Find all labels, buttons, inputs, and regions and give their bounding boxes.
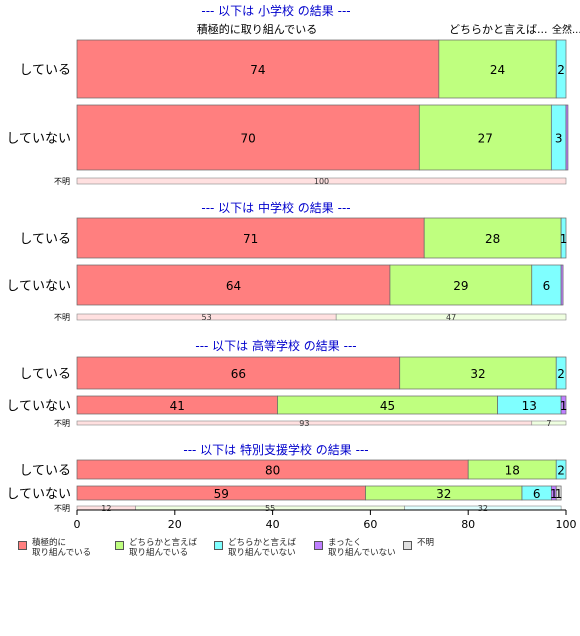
unknown-row-label: 不明 [54,313,70,322]
legend-swatch-somewhat [115,541,124,550]
bar-value-label: 13 [522,399,537,413]
bar-segment [555,459,567,480]
row-label: している [19,464,71,479]
bar-value-label: 18 [505,464,520,478]
bar-value-label: 1 [560,399,568,413]
unknown-value-label: 53 [201,313,211,322]
legend-label: どちらかと言えば 取り組んでいない [228,538,297,558]
unknown-row-label: 不明 [54,177,70,186]
bar-segment [389,264,533,306]
bar-value-label: 32 [470,367,485,381]
bar-segment [560,395,567,415]
bar-value-label: 1 [560,232,568,246]
x-axis-tick-label: 100 [556,518,577,531]
bar-value-label: 70 [241,132,256,146]
unknown-value-label: 47 [446,313,456,322]
bar-segment [560,217,567,259]
unknown-value-label: 93 [299,419,309,428]
unknown-row-label: 不明 [54,504,70,513]
legend-label: まったく 取り組んでいない [328,538,396,558]
bar-value-label: 28 [485,232,500,246]
bar-value-label: 41 [170,399,185,413]
bar-value-label: 24 [490,63,505,77]
legend-item-not-at-all: まったく 取り組んでいない [314,538,396,558]
legend-swatch-unknown [403,541,412,550]
annotation-left: 積極的に取り組んでいる [197,22,317,36]
bar-value-label: 74 [250,63,265,77]
bar-segment [555,356,567,390]
unknown-segment [76,177,567,185]
bar-value-label: 59 [214,487,229,501]
panel-title: --- 以下は 特別支援学校 の結果 --- [183,442,368,457]
row-label: している [19,367,71,382]
bar-segment [76,264,391,306]
bar-value-label: 2 [557,367,565,381]
legend-swatch-somewhat-not [214,541,223,550]
x-axis-tick-label: 60 [363,518,377,531]
bar-segment [560,264,564,306]
bar-value-label: 27 [478,132,493,146]
x-axis-tick-label: 20 [168,518,182,531]
bar-segment [76,39,440,99]
bar-value-label: 64 [226,279,241,293]
bar-segment [76,217,425,259]
bar-segment [76,104,420,171]
legend-label: 不明 [417,538,435,548]
bar-value-label: 2 [557,464,565,478]
bar-value-label: 66 [231,367,246,381]
unknown-segment [335,313,567,321]
row-label: していない [6,399,71,414]
legend-item-somewhat: どちらかと言えば 取り組んでいる [115,538,197,558]
bar-segment [565,104,569,171]
bar-segment [418,104,552,171]
x-axis-tick-label: 0 [74,518,81,531]
legend-label: 積極的に 取り組んでいる [32,538,92,558]
panel-title: --- 以下は 高等学校 の結果 --- [195,338,356,353]
legend-item-strongly: 積極的に 取り組んでいる [18,538,91,558]
bar-segment [438,39,557,99]
bar-segment [531,264,562,306]
bar-value-label: 32 [436,487,451,501]
bar-segment [555,39,567,99]
bar-value-label: 6 [543,279,551,293]
panel-title: --- 以下は 中学校 の結果 --- [201,200,350,215]
row-label: している [19,232,71,247]
legend-label: どちらかと言えば 取り組んでいる [129,538,198,558]
bar-value-label: 2 [557,63,565,77]
unknown-value-label: 100 [314,177,329,186]
bar-value-label: 45 [380,399,395,413]
legend-swatch-strongly [18,541,27,550]
panel-title: --- 以下は 小学校 の結果 --- [201,3,350,18]
row-label: していない [6,279,71,294]
bar-value-label: 1 [555,487,563,501]
bar-value-label: 80 [265,464,280,478]
unknown-row-label: 不明 [54,419,70,428]
legend-item-somewhat-not: どちらかと言えば 取り組んでいない [214,538,296,558]
legend-swatch-not-at-all [314,541,323,550]
unknown-value-label: 32 [478,504,488,513]
bar-value-label: 3 [555,132,563,146]
row-label: していない [6,487,71,502]
bar-segment [399,356,557,390]
bar-value-label: 6 [533,487,541,501]
bar-value-label: 1 [550,487,558,501]
annotation-right: どちらかと言えば... [449,23,548,36]
row-label: していない [6,132,71,147]
bar-segment [555,485,562,501]
unknown-value-label: 55 [265,504,275,513]
row-label: している [19,63,71,78]
legend-item-unknown: 不明 [403,538,434,550]
x-axis-tick-label: 40 [266,518,280,531]
unknown-value-label: 7 [546,419,551,428]
chart-legend: 積極的に 取り組んでいる どちらかと言えば 取り組んでいる どちらかと言えば 取… [18,538,578,568]
unknown-segment [531,420,567,426]
bar-value-label: 29 [453,279,468,293]
bar-value-label: 71 [243,232,258,246]
unknown-value-label: 12 [101,504,111,513]
x-axis-tick-label: 80 [461,518,475,531]
annotation-right-overlap: 全然...不明 [552,23,580,36]
